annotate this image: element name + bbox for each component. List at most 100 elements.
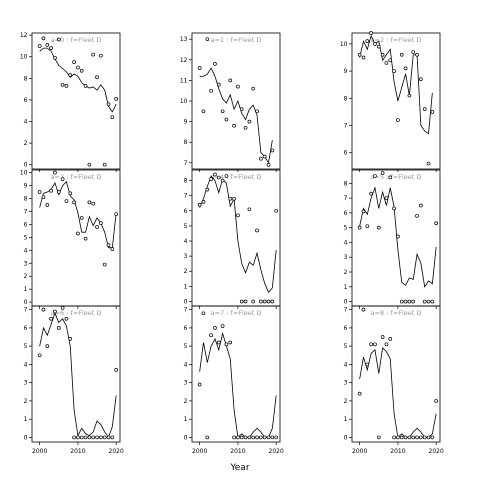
data-point bbox=[243, 125, 248, 130]
data-point bbox=[110, 247, 115, 251]
data-point bbox=[380, 52, 385, 57]
data-point bbox=[220, 324, 225, 328]
data-point bbox=[68, 337, 73, 341]
data-point bbox=[60, 82, 65, 87]
panel-frame bbox=[31, 305, 121, 443]
y-tick-label: 3 bbox=[344, 380, 348, 387]
data-point bbox=[399, 52, 404, 57]
data-point bbox=[45, 344, 50, 349]
y-tick-label: 3 bbox=[184, 253, 188, 260]
data-point bbox=[270, 148, 275, 153]
y-tick-label: 2 bbox=[24, 140, 28, 147]
panel-frame bbox=[31, 32, 121, 170]
data-point bbox=[197, 202, 202, 207]
data-point bbox=[430, 110, 435, 114]
data-point bbox=[220, 109, 225, 114]
y-tick-label: 12 bbox=[20, 32, 28, 39]
panel-frame bbox=[351, 32, 441, 170]
data-point bbox=[243, 435, 248, 440]
data-point bbox=[426, 161, 431, 166]
data-point bbox=[376, 225, 381, 230]
data-point bbox=[236, 435, 240, 440]
data-point bbox=[392, 69, 396, 73]
x-tick-label: 2020 bbox=[429, 448, 444, 455]
data-point bbox=[384, 342, 389, 347]
y-tick-label: 0 bbox=[184, 298, 188, 305]
data-point bbox=[224, 117, 229, 122]
y-tick-label: 4 bbox=[184, 238, 188, 245]
data-point bbox=[399, 299, 404, 304]
data-point bbox=[369, 342, 373, 347]
data-point bbox=[247, 435, 252, 440]
data-point bbox=[392, 206, 396, 211]
data-point bbox=[72, 60, 76, 64]
data-point bbox=[76, 435, 80, 440]
data-point bbox=[110, 435, 115, 440]
data-point bbox=[384, 61, 389, 65]
panel-3: a=1 : f=Fleet D 7 8 9 10 11 12 13 bbox=[180, 32, 281, 172]
y-tick-label: 6 bbox=[24, 97, 28, 104]
y-tick-label: 6 bbox=[184, 325, 188, 332]
y-tick-label: 8 bbox=[24, 195, 28, 202]
data-point bbox=[102, 435, 107, 440]
data-point bbox=[106, 243, 111, 247]
data-point bbox=[259, 299, 263, 304]
data-point bbox=[197, 382, 202, 387]
panel-frame bbox=[191, 32, 281, 170]
data-point bbox=[79, 68, 84, 73]
data-point bbox=[369, 31, 373, 35]
panel-7: a=5 : f=Fleet D 0 1 2 3 4 5 6 7 8 bbox=[344, 169, 441, 309]
y-tick-label: 1 bbox=[24, 286, 28, 293]
data-point bbox=[106, 102, 111, 107]
data-point bbox=[361, 307, 366, 312]
panel-frame bbox=[351, 305, 441, 443]
data-point bbox=[213, 172, 217, 177]
data-point bbox=[266, 299, 271, 304]
data-point bbox=[114, 96, 119, 101]
data-point bbox=[251, 86, 256, 91]
y-tick-label: 6 bbox=[344, 150, 348, 157]
data-point bbox=[205, 435, 210, 440]
panel-label: a=6 : f=Fleet D bbox=[51, 309, 102, 317]
data-point bbox=[232, 123, 236, 128]
data-point bbox=[91, 201, 96, 206]
y-tick-label: 3 bbox=[184, 380, 188, 387]
data-point bbox=[384, 196, 389, 200]
data-point bbox=[361, 209, 366, 214]
data-point bbox=[426, 299, 431, 304]
data-point bbox=[83, 236, 88, 241]
data-point bbox=[197, 66, 202, 70]
data-point bbox=[99, 221, 103, 225]
data-point bbox=[255, 228, 259, 233]
data-point bbox=[53, 170, 57, 175]
data-point bbox=[415, 213, 419, 218]
y-tick-label: 12 bbox=[180, 57, 188, 64]
x-tick-label: 2000 bbox=[352, 448, 367, 455]
data-point bbox=[201, 109, 206, 114]
data-point bbox=[49, 188, 53, 193]
data-point bbox=[422, 435, 427, 440]
panel-label: a=1 : f=Fleet D bbox=[211, 36, 262, 44]
data-point bbox=[209, 88, 213, 93]
data-point bbox=[365, 39, 370, 44]
fit-line bbox=[39, 47, 117, 113]
y-tick-label: 7 bbox=[24, 208, 28, 215]
data-point bbox=[373, 342, 377, 347]
data-point bbox=[79, 216, 84, 220]
y-tick-label: 0 bbox=[184, 434, 188, 441]
data-point bbox=[41, 307, 46, 312]
y-tick-label: 8 bbox=[344, 180, 348, 187]
y-tick-label: 4 bbox=[24, 119, 28, 126]
data-point bbox=[114, 212, 119, 216]
panel-0: a=0 : f=Fleet D 0 2 4 6 8 10 12 bbox=[20, 32, 121, 172]
data-point bbox=[64, 199, 69, 203]
data-point bbox=[239, 299, 244, 304]
data-point bbox=[396, 118, 400, 122]
data-point bbox=[232, 196, 236, 201]
y-tick-label: 10 bbox=[20, 170, 28, 177]
panel-6: a=2 : f=Fleet D 6 7 8 9 10 bbox=[340, 31, 441, 172]
y-tick-label: 1 bbox=[344, 284, 348, 291]
data-point bbox=[380, 335, 385, 339]
data-point bbox=[415, 52, 419, 57]
